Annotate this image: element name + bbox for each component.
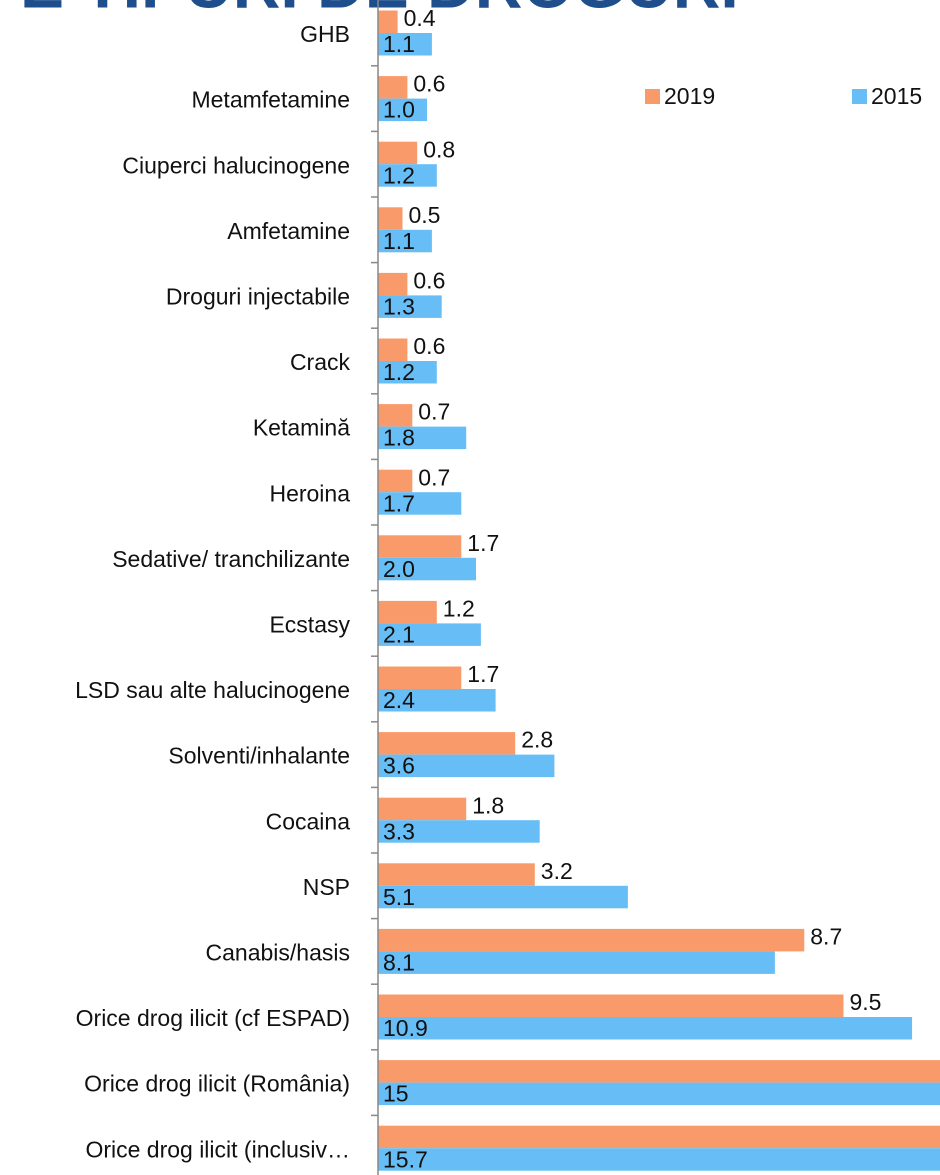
bar	[378, 207, 403, 230]
bar	[378, 1082, 940, 1106]
bar	[378, 469, 413, 493]
bar	[378, 492, 462, 515]
bar	[378, 76, 408, 99]
y-tick-label: Metamfetamine	[191, 87, 350, 113]
data-label: 3.2	[541, 858, 573, 884]
data-label: 8.1	[383, 949, 415, 975]
data-label: 1.2	[383, 162, 415, 188]
bar	[378, 1017, 913, 1040]
bar	[378, 557, 476, 581]
bar	[378, 164, 437, 187]
data-label: 0.7	[418, 399, 450, 425]
bar	[378, 1148, 940, 1171]
y-tick-label: Orice drog ilicit (inclusiv…	[85, 1136, 350, 1162]
bar	[378, 141, 418, 165]
data-label: 10.9	[383, 1015, 428, 1041]
data-label: 1.8	[383, 425, 415, 451]
data-label: 5.1	[383, 884, 415, 910]
data-label: 1.7	[467, 530, 499, 556]
y-tick-label: Solventi/inhalante	[168, 743, 350, 769]
data-label: 1.2	[443, 595, 475, 621]
bar	[378, 535, 462, 558]
y-tick-label: LSD sau alte halucinogene	[75, 677, 350, 703]
bar	[378, 951, 775, 974]
bar	[378, 623, 481, 646]
data-label: 0.6	[413, 333, 445, 359]
data-label: 2.0	[383, 556, 415, 582]
bar	[378, 338, 408, 361]
bar	[378, 229, 432, 253]
legend-swatch	[645, 89, 660, 104]
bar	[378, 666, 462, 689]
data-label: 15	[383, 1081, 409, 1107]
y-tick-label: NSP	[303, 874, 350, 900]
y-tick-label: Droguri injectabile	[166, 283, 350, 309]
data-label: 1.7	[383, 490, 415, 516]
y-tick-label: Ecstasy	[269, 611, 350, 637]
bar	[378, 361, 437, 384]
bar	[378, 885, 628, 909]
bar	[378, 928, 805, 952]
bar	[378, 1125, 940, 1149]
bar	[378, 404, 413, 427]
legend-label: 2015	[871, 83, 922, 109]
bar	[378, 426, 467, 450]
bar	[378, 295, 442, 318]
y-tick-label: Cocaina	[266, 808, 351, 834]
y-tick-label: Ciuperci halucinogene	[122, 152, 350, 178]
bar	[378, 600, 437, 624]
y-tick-label: Canabis/hasis	[206, 939, 350, 965]
data-label: 1.7	[467, 661, 499, 687]
data-label: 2.4	[383, 687, 415, 713]
bar	[378, 797, 467, 821]
data-label: 0.4	[404, 5, 436, 31]
bar	[378, 820, 540, 843]
data-label: 2.8	[521, 727, 553, 753]
data-label: 1.1	[383, 228, 415, 254]
data-label: 3.6	[383, 753, 415, 779]
bar	[378, 272, 408, 296]
bar	[378, 994, 844, 1017]
y-tick-label: Sedative/ tranchilizante	[112, 546, 350, 572]
bar	[378, 1060, 940, 1083]
bar	[378, 689, 496, 712]
data-label: 15.7	[383, 1146, 428, 1172]
data-label: 1.1	[383, 31, 415, 57]
data-label: 1.8	[472, 792, 504, 818]
y-tick-label: Orice drog ilicit (cf ESPAD)	[76, 1005, 350, 1031]
bar	[378, 33, 432, 56]
data-label: 0.7	[418, 464, 450, 490]
y-tick-label: Amfetamine	[227, 218, 350, 244]
data-label: 0.5	[408, 202, 440, 228]
data-label: 0.8	[423, 136, 455, 162]
y-tick-label: Ketamină	[253, 415, 350, 441]
legend-swatch	[852, 89, 867, 104]
legend-label: 2019	[664, 83, 715, 109]
bar	[378, 98, 427, 122]
data-label: 2.1	[383, 621, 415, 647]
y-tick-label: GHB	[300, 21, 350, 47]
bar	[378, 863, 535, 886]
data-label: 1.2	[383, 359, 415, 385]
y-tick-label: Heroina	[269, 480, 350, 506]
bar	[378, 10, 398, 33]
data-label: 1.3	[383, 293, 415, 319]
y-tick-label: Orice drog ilicit (România)	[84, 1071, 350, 1097]
data-label: 8.7	[810, 923, 842, 949]
y-tick-label: Crack	[290, 349, 351, 375]
data-label: 9.5	[849, 989, 881, 1015]
data-label: 1.0	[383, 97, 415, 123]
data-label: 0.6	[413, 267, 445, 293]
data-label: 3.3	[383, 818, 415, 844]
bar	[378, 754, 555, 778]
bar	[378, 732, 516, 755]
data-label: 0.6	[413, 71, 445, 97]
